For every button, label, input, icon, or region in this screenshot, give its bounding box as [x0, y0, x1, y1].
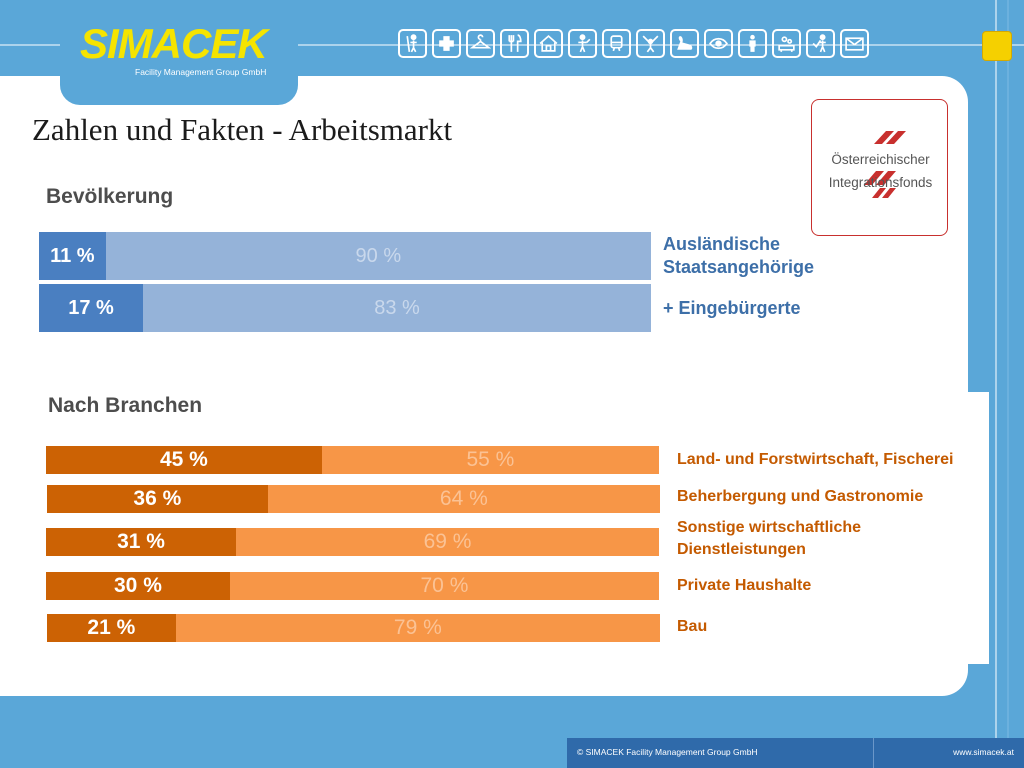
bar-segment-rest: 55 %: [321, 446, 659, 474]
page-title: Zahlen und Fakten - Arbeitsmarkt: [32, 112, 453, 147]
cleaning-icon: [398, 29, 427, 58]
gymnast-icon: [636, 29, 665, 58]
mail-icon: [840, 29, 869, 58]
bar-segment-share: 36 %: [47, 485, 268, 513]
footer-divider: [873, 738, 874, 768]
category-label-line: Ausländische: [663, 234, 781, 254]
partner-logo-line2: Integrationsfonds: [828, 175, 933, 190]
bar-segment-share: 45 %: [46, 446, 322, 474]
logo-tab: [60, 0, 298, 105]
bar-segment-rest: 83 %: [143, 284, 651, 332]
category-label-line: Sonstige wirtschaftliche: [677, 519, 862, 536]
bar-segment-share: 17 %: [39, 284, 144, 332]
bar-row: 45 % 55 %: [46, 446, 659, 474]
person-icon: [738, 29, 767, 58]
category-label-line: Staatsangehörige: [663, 257, 815, 277]
bar-row: 31 % 69 %: [46, 528, 659, 556]
security-icon: [806, 29, 835, 58]
oif-mark-icon: [864, 131, 906, 198]
bar-segment-share: 31 %: [46, 528, 237, 556]
eye-icon: [704, 29, 733, 58]
bar-segment-rest: 64 %: [267, 485, 660, 513]
bar-segment-rest: 90 %: [105, 232, 651, 280]
category-label-line: Dienstleistungen: [677, 541, 806, 558]
category-label: Ausländische Staatsangehörige: [663, 233, 814, 279]
chart-title: Bevölkerung: [46, 185, 174, 208]
category-label: + Eingebürgerte: [663, 297, 801, 320]
category-label-line: Bau: [677, 618, 708, 635]
footer-website[interactable]: www.simacek.at: [953, 747, 1014, 757]
category-label: Beherbergung und Gastronomie: [677, 486, 923, 508]
bar-row: 11 % 90 %: [39, 232, 651, 280]
house-icon: [534, 29, 563, 58]
bar-segment-share: 11 %: [39, 232, 106, 280]
footer-bar: © SIMACEK Facility Management Group GmbH…: [567, 738, 1024, 768]
bar-segment-share: 21 %: [47, 614, 176, 642]
accent-square: [982, 31, 1012, 61]
bar-row: 36 % 64 %: [47, 485, 660, 513]
category-label-line: Private Haushalte: [677, 577, 812, 594]
slide-panel-extension: [900, 392, 989, 664]
swan-icon: [670, 29, 699, 58]
category-label-line: + Eingebürgerte: [663, 298, 801, 318]
train-icon: [602, 29, 631, 58]
bar-segment-rest: 69 %: [236, 528, 659, 556]
logo-subtitle: Facility Management Group GmbH: [135, 67, 267, 77]
category-label: Sonstige wirtschaftliche Dienstleistungen: [677, 517, 861, 561]
bar-row: 17 % 83 %: [39, 284, 651, 332]
bar-segment-rest: 79 %: [175, 614, 660, 642]
bar-segment-share: 30 %: [46, 572, 230, 600]
category-label-line: Beherbergung und Gastronomie: [677, 488, 924, 505]
partner-logo: Österreichischer Integrationsfonds: [811, 99, 948, 236]
partner-logo-line1: Österreichischer: [831, 152, 930, 167]
logo-wordmark: SIMACEK: [80, 20, 268, 67]
care-icon: [772, 29, 801, 58]
medical-cross-icon: [432, 29, 461, 58]
category-label: Private Haushalte: [677, 575, 811, 597]
hanger-icon: [466, 29, 495, 58]
bar-segment-rest: 70 %: [229, 572, 659, 600]
category-label: Land- und Forstwirtschaft, Fischerei: [677, 449, 953, 471]
category-label-line: Land- und Forstwirtschaft, Fischerei: [677, 451, 954, 468]
chart-title: Nach Branchen: [48, 394, 203, 417]
footer-copyright: © SIMACEK Facility Management Group GmbH: [577, 747, 758, 757]
category-label: Bau: [677, 616, 707, 638]
service-person-icon: [568, 29, 597, 58]
bar-row: 21 % 79 %: [47, 614, 660, 642]
service-icon-bar: [398, 29, 869, 58]
bar-row: 30 % 70 %: [46, 572, 659, 600]
fork-knife-icon: [500, 29, 529, 58]
